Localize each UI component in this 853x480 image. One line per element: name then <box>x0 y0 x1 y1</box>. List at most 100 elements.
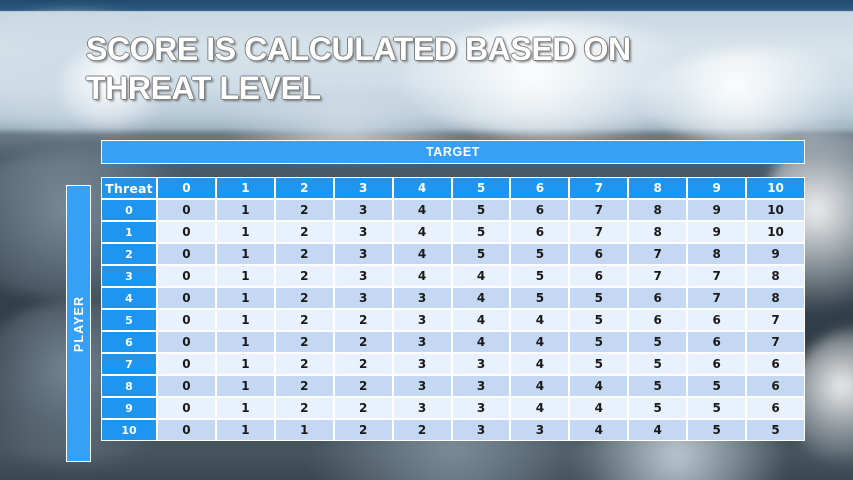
matrix-header: Threat 0 1 2 3 4 5 6 7 8 9 10 <box>101 177 805 199</box>
matrix-cell: 7 <box>628 265 688 287</box>
matrix-cell: 2 <box>333 353 393 375</box>
matrix-cell: 6 <box>746 375 805 397</box>
matrix-cell: 7 <box>746 331 805 353</box>
matrix-body: 0 0 1 2 3 4 5 6 7 8 9 10 1 0 1 2 3 4 5 6 7 8 9 10 2 0 1 2 3 4 5 5 6 7 8 9 3 0… <box>101 199 805 441</box>
matrix-cell: 2 <box>274 221 334 243</box>
target-axis-label: TARGET <box>101 140 805 164</box>
matrix-cell: 0 <box>157 309 216 331</box>
matrix-cell: 3 <box>510 419 570 441</box>
matrix-col-header-5: 5 <box>451 177 511 199</box>
matrix-col-header-10: 10 <box>746 177 805 199</box>
matrix-row: 10 0 1 1 2 2 3 3 4 4 5 5 <box>101 419 805 441</box>
matrix-cell: 2 <box>333 419 393 441</box>
matrix-cell: 1 <box>215 199 275 221</box>
matrix-cell: 4 <box>392 221 452 243</box>
matrix-row-header-3: 3 <box>101 265 158 287</box>
matrix-cell: 5 <box>510 243 570 265</box>
matrix-cell: 2 <box>274 353 334 375</box>
matrix-row-header-4: 4 <box>101 287 158 309</box>
matrix-cell: 4 <box>392 199 452 221</box>
matrix-cell: 2 <box>274 375 334 397</box>
matrix-cell: 5 <box>451 221 511 243</box>
player-axis-label-text: PLAYER <box>71 295 86 352</box>
matrix-cell: 5 <box>510 265 570 287</box>
matrix-cell: 3 <box>333 265 393 287</box>
matrix-cell: 6 <box>687 309 747 331</box>
matrix-cell: 5 <box>510 287 570 309</box>
matrix-cell: 5 <box>569 353 629 375</box>
matrix-cell: 1 <box>215 243 275 265</box>
player-axis-label: PLAYER <box>66 185 91 462</box>
matrix-col-header-0: 0 <box>157 177 216 199</box>
matrix-cell: 4 <box>569 397 629 419</box>
matrix-cell: 6 <box>569 265 629 287</box>
matrix-cell: 9 <box>687 199 747 221</box>
matrix-col-header-6: 6 <box>510 177 570 199</box>
matrix-cell: 5 <box>687 419 747 441</box>
matrix-cell: 4 <box>569 375 629 397</box>
matrix-cell: 4 <box>451 265 511 287</box>
matrix-cell: 3 <box>333 243 393 265</box>
matrix-cell: 4 <box>510 353 570 375</box>
matrix-cell: 4 <box>569 419 629 441</box>
matrix-row: 1 0 1 2 3 4 5 6 7 8 9 10 <box>101 221 805 243</box>
matrix-cell: 8 <box>628 199 688 221</box>
matrix-cell: 3 <box>333 199 393 221</box>
matrix-cell: 7 <box>687 265 747 287</box>
matrix-cell: 2 <box>333 331 393 353</box>
matrix-cell: 10 <box>746 221 805 243</box>
matrix-cell: 4 <box>510 397 570 419</box>
matrix-cell: 2 <box>274 199 334 221</box>
matrix-cell: 1 <box>274 419 334 441</box>
matrix-cell: 4 <box>451 287 511 309</box>
matrix-cell: 2 <box>333 397 393 419</box>
matrix-cell: 3 <box>392 353 452 375</box>
matrix-cell: 8 <box>746 265 805 287</box>
matrix-cell: 7 <box>569 199 629 221</box>
matrix-cell: 0 <box>157 353 216 375</box>
matrix-cell: 6 <box>687 331 747 353</box>
matrix-cell: 3 <box>333 221 393 243</box>
matrix-col-header-2: 2 <box>274 177 334 199</box>
matrix-row: 0 0 1 2 3 4 5 6 7 8 9 10 <box>101 199 805 221</box>
matrix-cell: 1 <box>215 221 275 243</box>
matrix-cell: 4 <box>392 265 452 287</box>
matrix-cell: 1 <box>215 331 275 353</box>
matrix-cell: 4 <box>510 331 570 353</box>
matrix-cell: 10 <box>746 199 805 221</box>
matrix-cell: 6 <box>746 397 805 419</box>
matrix-cell: 2 <box>274 243 334 265</box>
matrix-cell: 1 <box>215 353 275 375</box>
matrix-cell: 5 <box>687 375 747 397</box>
matrix-cell: 1 <box>215 265 275 287</box>
matrix-cell: 1 <box>215 287 275 309</box>
matrix-cell: 2 <box>274 265 334 287</box>
matrix-cell: 3 <box>392 331 452 353</box>
cloud-shape <box>640 50 853 146</box>
matrix-cell: 5 <box>628 353 688 375</box>
matrix-cell: 5 <box>628 331 688 353</box>
matrix-cell: 3 <box>451 419 511 441</box>
matrix-cell: 3 <box>333 287 393 309</box>
matrix-cell: 5 <box>687 397 747 419</box>
matrix-cell: 3 <box>392 309 452 331</box>
target-axis-label-text: TARGET <box>425 145 481 159</box>
matrix-cell: 9 <box>746 243 805 265</box>
matrix-cell: 1 <box>215 375 275 397</box>
matrix-cell: 0 <box>157 243 216 265</box>
matrix-cell: 6 <box>687 353 747 375</box>
matrix-col-header-4: 4 <box>392 177 452 199</box>
matrix-row-header-8: 8 <box>101 375 158 397</box>
matrix-cell: 4 <box>451 309 511 331</box>
matrix-cell: 1 <box>215 419 275 441</box>
matrix-row-header-1: 1 <box>101 221 158 243</box>
matrix-cell: 1 <box>215 397 275 419</box>
